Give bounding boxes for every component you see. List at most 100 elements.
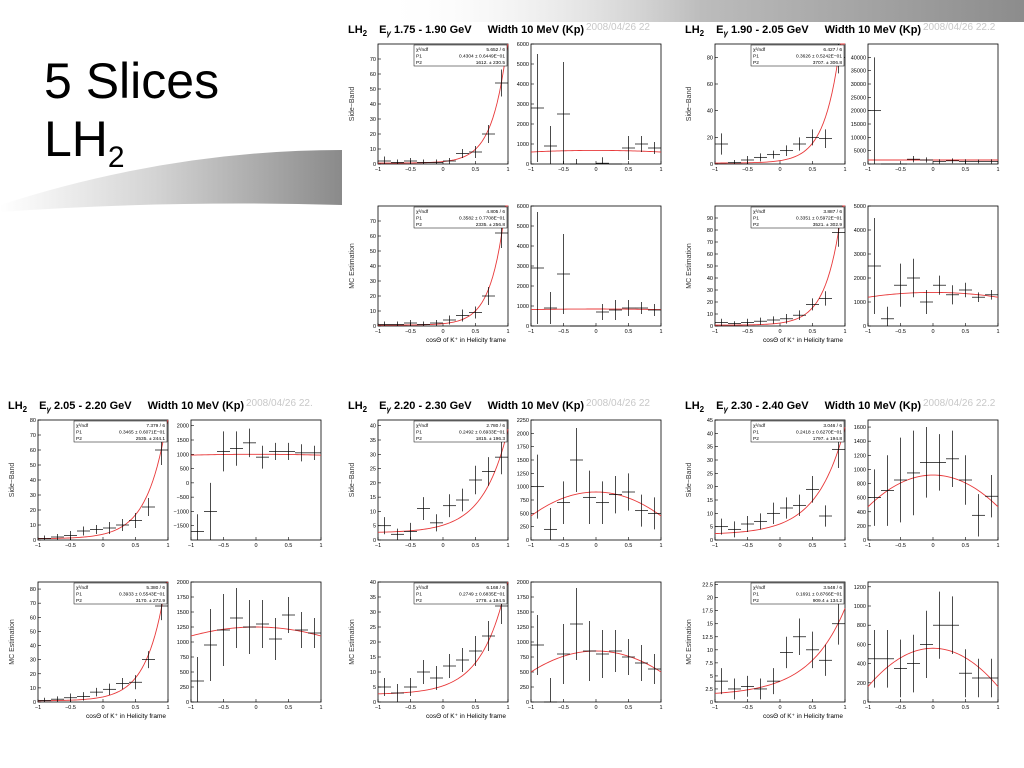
y-tick-label: 2250 xyxy=(517,418,529,424)
stats-label: P2 xyxy=(416,598,422,604)
y-tick-label: 60 xyxy=(370,234,376,240)
x-tick-label: −1 xyxy=(712,167,718,173)
data-point xyxy=(456,488,469,512)
panel-title-lh-subscript: 2 xyxy=(699,405,705,415)
data-point xyxy=(482,621,495,651)
stats-label: P2 xyxy=(753,222,759,228)
panel-title-lh-subscript: 2 xyxy=(699,29,705,39)
data-point xyxy=(985,290,998,300)
data-point xyxy=(142,498,155,516)
y-tick-label: 400 xyxy=(857,510,866,516)
panel-title-energy-subscript: γ xyxy=(386,405,391,415)
data-point xyxy=(544,508,557,540)
x-tick-label: −0.5 xyxy=(742,329,753,335)
x-tick-label: 1 xyxy=(659,167,662,173)
data-point xyxy=(308,618,321,648)
x-tick-label: −0.5 xyxy=(405,167,416,173)
x-tick-label: −1 xyxy=(375,167,381,173)
y-tick-label: 1500 xyxy=(177,610,189,616)
x-tick-label: −0.5 xyxy=(558,705,569,711)
y-tick-label: 0 xyxy=(710,700,713,706)
y-tick-label: 1750 xyxy=(517,445,529,451)
stats-value: 0.2749 ± 0.6835E−01 xyxy=(459,592,505,598)
x-tick-label: 1 xyxy=(659,329,662,335)
data-point xyxy=(793,618,806,656)
fit-stats-box: χ²/ndf 3.887 / 6 P1 0.3351 ± 0.5972E−01 P2 35… xyxy=(750,206,845,229)
y-tick-label: 0 xyxy=(526,324,529,330)
y-tick-label: 80 xyxy=(30,587,36,593)
stats-value: 0.3626 ± 0.5242E−01 xyxy=(796,54,842,60)
x-tick-label: 0.5 xyxy=(809,705,817,711)
y-tick-label: 0 xyxy=(33,538,36,544)
data-point xyxy=(443,315,456,325)
y-tick-label: 4000 xyxy=(517,82,529,88)
y-tick-label: 750 xyxy=(180,655,189,661)
stats-value: 3.548 / 6 xyxy=(823,585,842,591)
data-point xyxy=(806,129,819,146)
data-point xyxy=(609,300,622,320)
data-point xyxy=(648,654,661,684)
data-point xyxy=(920,427,933,498)
data-point xyxy=(819,129,832,148)
x-tick-label: 0 xyxy=(101,543,104,549)
x-tick-label: 1 xyxy=(506,167,509,173)
data-point xyxy=(793,310,806,320)
stats-label: P1 xyxy=(416,216,422,222)
y-tick-label: 1750 xyxy=(177,595,189,601)
y-tick-label: 70 xyxy=(707,240,713,246)
stats-value: 0.4304 ± 0.6449E−01 xyxy=(459,54,505,60)
stats-label: χ²/ndf xyxy=(416,585,429,591)
y-tick-label: 22.5 xyxy=(702,583,713,589)
y-tick-label: 2.5 xyxy=(705,687,713,693)
data-point xyxy=(570,588,583,660)
data-point xyxy=(881,455,894,526)
data-point xyxy=(544,678,557,703)
slide-title: 5 Slices LH2 xyxy=(44,52,219,187)
plot-frame xyxy=(867,419,999,541)
y-tick-label: 20 xyxy=(707,485,713,491)
x-tick-label: −1 xyxy=(712,705,718,711)
x-tick-label: 0.5 xyxy=(962,167,970,173)
stats-label: P1 xyxy=(753,430,759,436)
stats-value: 0.3582 ± 0.7708E−01 xyxy=(459,216,505,222)
data-point xyxy=(793,494,806,516)
y-tick-label: 15 xyxy=(370,655,376,661)
x-tick-label: 0 xyxy=(931,329,934,335)
x-tick-label: −1 xyxy=(188,705,194,711)
data-point xyxy=(295,612,308,648)
data-point xyxy=(819,291,832,306)
data-point xyxy=(391,684,404,702)
data-point xyxy=(417,660,430,684)
plot-frame xyxy=(530,419,662,541)
subplot-side-band-left: 0 10 20 30 40 50 60 70 80 −1 −0.5 0 0.5 1 χ²/ndf 7.379 … xyxy=(30,418,170,549)
y-tick-label: 2000 xyxy=(517,284,529,290)
data-point xyxy=(404,678,417,696)
data-point xyxy=(894,639,907,698)
panel-timestamp: 2008/04/26 22. xyxy=(246,398,313,409)
stats-box-frame xyxy=(413,44,508,67)
y-tick-label: 60 xyxy=(707,82,713,88)
x-tick-label: −0.5 xyxy=(65,543,76,549)
data-point xyxy=(868,57,881,164)
data-point xyxy=(767,668,780,695)
y-tick-label: 1000 xyxy=(177,640,189,646)
panel-title-width: Width 10 MeV (Kp) xyxy=(487,400,585,412)
data-point xyxy=(557,624,570,684)
panel-title-lh-subscript: 2 xyxy=(22,405,28,415)
x-tick-label: 1 xyxy=(319,705,322,711)
data-point xyxy=(531,454,544,519)
stats-box-frame xyxy=(413,582,508,605)
data-point xyxy=(378,156,391,164)
row-label-side-band: Side−Band xyxy=(349,87,356,122)
data-point xyxy=(933,275,946,295)
data-point xyxy=(933,591,946,659)
data-point xyxy=(204,609,217,681)
y-tick-label: 50 xyxy=(30,629,36,635)
x-tick-label: 1 xyxy=(843,705,846,711)
subplot-mc-estimation-right: 0 1000 2000 3000 4000 5000 −1 −0.5 0 0.5 1 xyxy=(854,204,1000,335)
y-tick-label: 40 xyxy=(30,644,36,650)
y-tick-label: 30 xyxy=(707,458,713,464)
data-point xyxy=(715,318,728,326)
x-tick-label: −0.5 xyxy=(558,543,569,549)
